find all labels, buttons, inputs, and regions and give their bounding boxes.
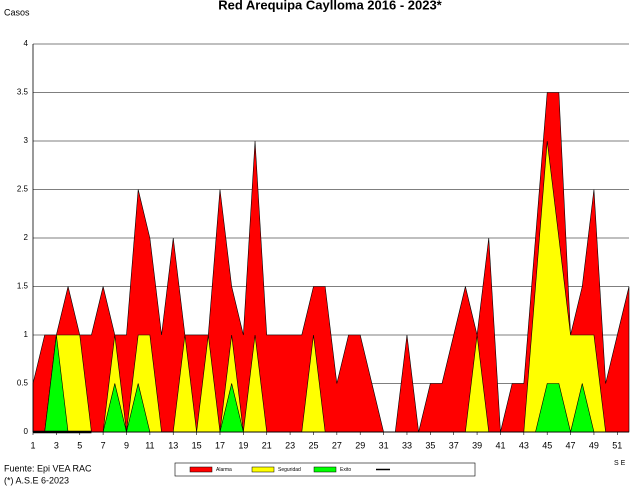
x-tick-label: 9 — [124, 440, 129, 450]
footnote: (*) A.S.E 6-2023 — [4, 475, 69, 485]
x-tick-label: 47 — [566, 440, 576, 450]
legend-label: Alarma — [216, 467, 232, 473]
x-tick-label: 43 — [519, 440, 529, 450]
x-tick-label: 31 — [379, 440, 389, 450]
x-tick-label: 51 — [612, 440, 622, 450]
y-tick-label: 0 — [24, 427, 29, 436]
chart-title: Red Arequipa Caylloma 2016 - 2023* — [218, 0, 442, 12]
legend-swatch — [189, 466, 213, 473]
y-axis-label: Casos — [4, 7, 30, 17]
x-tick-label: 11 — [145, 440, 154, 450]
y-tick-label: 2 — [24, 233, 29, 242]
y-tick-label: 4 — [24, 39, 29, 48]
y-tick-label: 1 — [24, 330, 29, 339]
x-tick-label: 1 — [30, 440, 35, 450]
x-tick-label: 19 — [238, 440, 248, 450]
x-tick-label: 27 — [332, 440, 342, 450]
y-tick-label: 1.5 — [17, 282, 29, 291]
x-tick-label: 29 — [355, 440, 365, 450]
legend-label: Seguridad — [278, 467, 301, 473]
x-tick-label: 45 — [542, 440, 552, 450]
x-tick-label: 5 — [77, 440, 82, 450]
x-tick-label: 15 — [192, 440, 202, 450]
y-tick-label: 2.5 — [17, 185, 29, 194]
x-tick-label: 39 — [472, 440, 482, 450]
x-tick-label: 35 — [425, 440, 435, 450]
legend-swatch — [251, 466, 275, 473]
x-tick-label: 41 — [495, 440, 505, 450]
legend-swatch — [313, 466, 337, 473]
x-tick-label: 17 — [215, 440, 225, 450]
x-tick-label: 3 — [54, 440, 59, 450]
x-tick-label: 25 — [308, 440, 318, 450]
x-axis-label: S E — [614, 460, 626, 467]
series-area — [32, 92, 630, 433]
x-tick-label: 13 — [168, 440, 178, 450]
x-tick-label: 23 — [285, 440, 295, 450]
x-tick-label: 21 — [262, 440, 272, 450]
x-tick-label: 37 — [449, 440, 459, 450]
x-tick-label: 33 — [402, 440, 412, 450]
y-tick-label: 3.5 — [17, 88, 29, 97]
legend-label: Exito — [340, 467, 351, 473]
footnote: Fuente: Epi VEA RAC — [4, 463, 92, 473]
x-tick-label: 49 — [589, 440, 599, 450]
y-tick-label: 3 — [24, 136, 29, 145]
y-tick-label: 0.5 — [17, 379, 29, 388]
x-tick-label: 7 — [101, 440, 106, 450]
